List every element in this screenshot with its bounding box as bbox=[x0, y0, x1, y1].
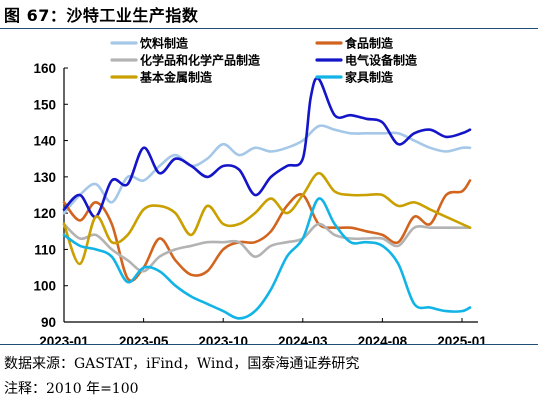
legend-label-3: 化学品和化学产品制造 bbox=[140, 53, 261, 68]
legend-label-2: 食品制造 bbox=[344, 36, 394, 51]
legend-label-1: 饮料制造 bbox=[139, 36, 189, 51]
y-tick-label: 140 bbox=[33, 134, 56, 149]
figure-title: 图 67：沙特工业生产指数 bbox=[4, 6, 199, 25]
series-line-4 bbox=[62, 76, 472, 219]
y-tick-label: 120 bbox=[33, 206, 56, 221]
y-tick-label: 110 bbox=[34, 242, 56, 257]
legend-label-6: 家具制造 bbox=[345, 70, 394, 85]
x-tick-label: 2024-08 bbox=[358, 334, 408, 345]
series-line-6 bbox=[62, 197, 472, 320]
legend-label-5: 基本金属制造 bbox=[139, 70, 213, 85]
title-rule bbox=[0, 28, 538, 29]
x-tick-label: 2024-03 bbox=[278, 334, 328, 345]
footer-rule bbox=[0, 344, 538, 345]
y-tick-label: 100 bbox=[33, 279, 56, 294]
series-line-2 bbox=[62, 179, 472, 283]
source-note: 数据来源：GASTAT，iFind，Wind，国泰海通证券研究 bbox=[4, 356, 360, 372]
y-tick-label: 150 bbox=[33, 97, 56, 112]
y-tick-label: 130 bbox=[33, 170, 56, 185]
x-tick-label: 2023-01 bbox=[39, 334, 89, 345]
series-line-3 bbox=[62, 222, 472, 273]
y-tick-label: 90 bbox=[41, 315, 56, 330]
series-line-5 bbox=[62, 171, 472, 266]
y-tick-label: 160 bbox=[33, 61, 56, 76]
legend-label-4: 电气设备制造 bbox=[345, 53, 418, 68]
line-chart: 90 100 110 120 130 140 150 160 2023-01 2023-05 202… bbox=[33, 36, 487, 346]
x-tick-label: 2023-05 bbox=[119, 334, 169, 345]
x-tick-label: 2023-10 bbox=[198, 334, 248, 345]
scale-note: 注释：2010 年=100 bbox=[4, 381, 139, 397]
x-tick-label: 2025-01 bbox=[437, 334, 487, 345]
